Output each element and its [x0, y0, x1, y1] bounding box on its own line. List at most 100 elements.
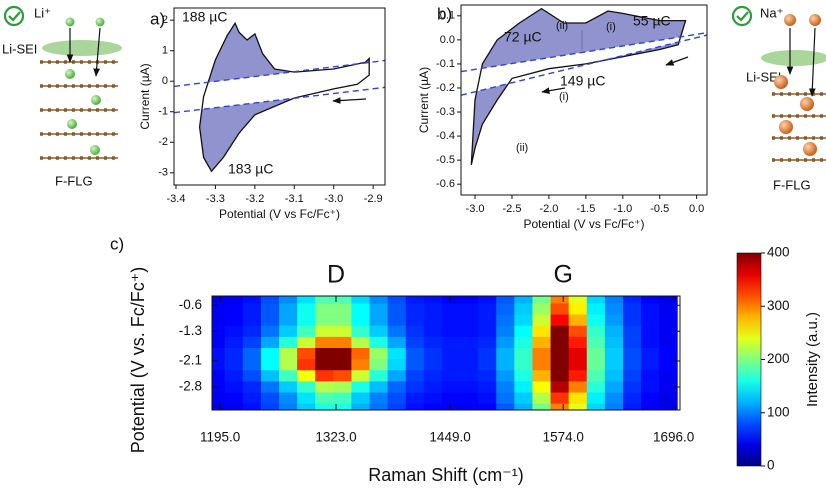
heatmap-cell [478, 314, 497, 327]
y-tick-label: -0.2 [436, 82, 455, 94]
panel-label: b) [437, 4, 452, 23]
heatmap-cell [659, 347, 678, 360]
heatmap-cell [212, 314, 226, 327]
heatmap-cell [478, 381, 497, 393]
heatmap-cell [441, 403, 461, 410]
heatmap-cell [387, 403, 407, 410]
x-tick-label: -3.0 [466, 203, 485, 215]
x-tick-label: -3.3 [206, 193, 225, 205]
heatmap-cell [297, 325, 316, 338]
heatmap-cell [423, 403, 443, 410]
annotation: 72 µC [504, 29, 542, 45]
heatmap-cell [532, 336, 551, 349]
heatmap-cell [460, 381, 479, 393]
heatmap-cell [460, 392, 479, 405]
x-tick-label: -3.2 [245, 193, 264, 205]
annotation: 188 µC [182, 9, 227, 25]
heatmap-cell [242, 303, 262, 315]
colorbar-tick-label: 300 [767, 298, 790, 313]
plot-frame [211, 295, 681, 411]
panel-label: c) [110, 234, 124, 253]
heatmap-cell [224, 336, 244, 349]
heatmap-cell [586, 403, 606, 410]
heatmap-cell [641, 359, 660, 371]
heatmap-cells [212, 296, 678, 410]
heatmap-cell [659, 336, 678, 349]
y-tick-label: -0.3 [436, 106, 455, 118]
heatmap-cell [212, 303, 226, 315]
scan-arrow [665, 56, 689, 66]
y-tick-label: 0.1 [440, 10, 455, 22]
heatmap-cell [278, 347, 298, 360]
heatmap-cell [586, 370, 606, 382]
heatmap-cell [496, 303, 515, 315]
heatmap-cell [441, 303, 461, 315]
heatmap-cell [278, 403, 298, 410]
x-tick-label: -1.5 [576, 203, 595, 215]
annotation: (ii) [556, 20, 568, 32]
heatmap-cell [315, 392, 334, 405]
heatmap-cell [659, 392, 678, 405]
heatmap-cell [550, 325, 570, 338]
heatmap-cell [514, 325, 533, 338]
heatmap-cell [242, 403, 262, 410]
sei-label: Li-SEI [2, 41, 37, 56]
heatmap-cell [260, 381, 280, 393]
heatmap-cell [297, 314, 316, 327]
heatmap-cell [514, 403, 533, 410]
heatmap-cell [514, 336, 533, 349]
heatmap-cell [297, 403, 316, 410]
heatmap-cell [622, 296, 642, 304]
y-tick-label: -0.6 [436, 178, 455, 190]
heatmap-cell [260, 359, 280, 371]
heatmap-cell [496, 403, 515, 410]
heatmap-cell [550, 314, 570, 327]
heatmap-cell [496, 370, 515, 382]
heatmap-cell [315, 314, 334, 327]
plot-area [199, 23, 370, 172]
heatmap-cell [297, 381, 316, 393]
heatmap-cell [478, 303, 497, 315]
heatmap-cell [351, 325, 370, 338]
heatmap-cell [387, 336, 407, 349]
heatmap-cell [333, 296, 352, 304]
heatmap-cell [242, 314, 262, 327]
x-tick-label: 1696.0 [653, 430, 694, 445]
peak-label: G [553, 261, 572, 289]
annotation: (i) [559, 91, 569, 103]
y-tick-label: 0 [162, 75, 168, 87]
heatmap-cell [297, 336, 316, 349]
heatmap-cell [550, 381, 570, 393]
x-tick-label: -1.0 [613, 203, 632, 215]
heatmap-cell [297, 303, 316, 315]
heatmap-cell [441, 347, 461, 360]
heatmap-cell [333, 403, 352, 410]
heatmap-cell [659, 325, 678, 338]
heatmap-cell [405, 347, 425, 360]
heatmap-cell [622, 381, 642, 393]
heatmap-cell [478, 370, 497, 382]
heatmap-cell [496, 296, 515, 304]
heatmap-cell [278, 381, 298, 393]
heatmap-cell [224, 314, 244, 327]
heatmap-cell [260, 325, 280, 338]
heatmap-cell [423, 392, 443, 405]
heatmap-cell [641, 296, 660, 304]
heatmap-cell [441, 314, 461, 327]
heatmap-cell [514, 303, 533, 315]
heatmap-cell [496, 347, 515, 360]
heatmap-cell [333, 314, 352, 327]
heatmap-cell [659, 314, 678, 327]
heatmap-cell [315, 336, 334, 349]
scan-arrow [332, 97, 367, 104]
heatmap-cell [351, 336, 370, 349]
heatmap-cell [212, 325, 226, 338]
heatmap-cell [460, 303, 479, 315]
heatmap-cell [514, 370, 533, 382]
y-tick-label: -2.8 [179, 379, 202, 394]
heatmap-cell [478, 336, 497, 349]
heatmap-cell [333, 381, 352, 393]
heatmap-cell [622, 325, 642, 338]
heatmap-cell [641, 336, 660, 349]
